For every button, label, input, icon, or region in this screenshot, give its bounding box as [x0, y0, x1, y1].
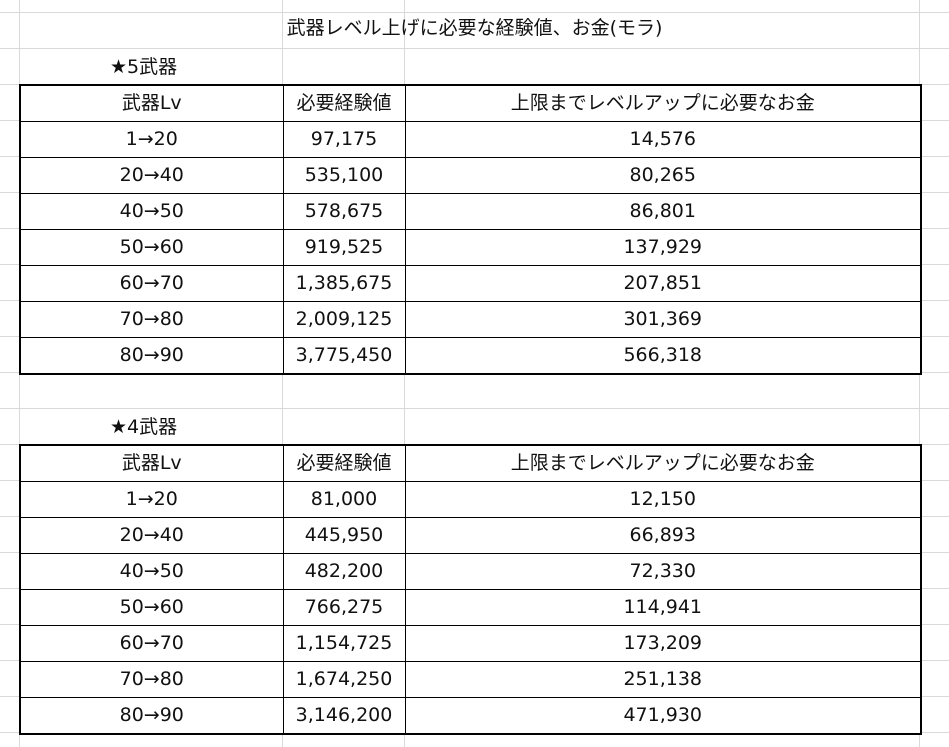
- row: 80→90 3,775,450 566,318: [19, 337, 922, 375]
- cell: 566,318: [404, 337, 922, 375]
- row: 20→40 535,100 80,265: [19, 157, 922, 194]
- cell: 60→70: [19, 625, 284, 662]
- section-label: ★4武器: [110, 416, 178, 438]
- row: 1→20 81,000 12,150: [19, 481, 922, 518]
- cell: 50→60: [19, 229, 284, 266]
- cell: 301,369: [404, 301, 922, 338]
- cell: 482,200: [282, 553, 406, 590]
- cell: 70→80: [19, 301, 284, 338]
- row: 60→70 1,154,725 173,209: [19, 625, 922, 662]
- header-cell: 必要経験値: [282, 84, 406, 122]
- cell: 40→50: [19, 193, 284, 230]
- row: 60→70 1,385,675 207,851: [19, 265, 922, 302]
- cell: 97,175: [282, 121, 406, 158]
- header-cell: 必要経験値: [282, 444, 406, 482]
- row: 80→90 3,146,200 471,930: [19, 697, 922, 735]
- cell: 1→20: [19, 481, 284, 518]
- row: 50→60 919,525 137,929: [19, 229, 922, 266]
- cell: 70→80: [19, 661, 284, 698]
- sheet-title: 武器レベル上げに必要な経験値、お金(モラ): [286, 17, 663, 39]
- header-row: 武器Lv 必要経験値 上限までレベルアップに必要なお金: [19, 444, 922, 482]
- row: 50→60 766,275 114,941: [19, 589, 922, 626]
- cell: 20→40: [19, 157, 284, 194]
- cell: 80→90: [19, 697, 284, 735]
- section-label: ★5武器: [110, 56, 178, 78]
- header-cell: 武器Lv: [19, 84, 284, 122]
- cell: 919,525: [282, 229, 406, 266]
- cell: 60→70: [19, 265, 284, 302]
- row: 70→80 1,674,250 251,138: [19, 661, 922, 698]
- cell: 1,674,250: [282, 661, 406, 698]
- cell: 80,265: [404, 157, 922, 194]
- header-cell: 上限までレベルアップに必要なお金: [404, 444, 922, 482]
- cell: 1→20: [19, 121, 284, 158]
- cell: 114,941: [404, 589, 922, 626]
- cell: 14,576: [404, 121, 922, 158]
- row: 40→50 578,675 86,801: [19, 193, 922, 230]
- cell: 471,930: [404, 697, 922, 735]
- cell: 445,950: [282, 517, 406, 554]
- cell: 766,275: [282, 589, 406, 626]
- cell: 251,138: [404, 661, 922, 698]
- row: 1→20 97,175 14,576: [19, 121, 922, 158]
- row: 40→50 482,200 72,330: [19, 553, 922, 590]
- cell: 86,801: [404, 193, 922, 230]
- cell: 578,675: [282, 193, 406, 230]
- cell: 1,154,725: [282, 625, 406, 662]
- cell: 3,146,200: [282, 697, 406, 735]
- cell: 535,100: [282, 157, 406, 194]
- cell: 81,000: [282, 481, 406, 518]
- data-table: 武器Lv 必要経験値 上限までレベルアップに必要なお金 1→20 97,175 14,57…: [19, 84, 922, 375]
- cell: 173,209: [404, 625, 922, 662]
- cell: 72,330: [404, 553, 922, 590]
- cell: 20→40: [19, 517, 284, 554]
- data-table: 武器Lv 必要経験値 上限までレベルアップに必要なお金 1→20 81,000 12,15…: [19, 444, 922, 735]
- header-row: 武器Lv 必要経験値 上限までレベルアップに必要なお金: [19, 84, 922, 122]
- cell: 2,009,125: [282, 301, 406, 338]
- cell: 12,150: [404, 481, 922, 518]
- cell: 40→50: [19, 553, 284, 590]
- row: 70→80 2,009,125 301,369: [19, 301, 922, 338]
- cell: 66,893: [404, 517, 922, 554]
- row: 20→40 445,950 66,893: [19, 517, 922, 554]
- cell: 137,929: [404, 229, 922, 266]
- cell: 80→90: [19, 337, 284, 375]
- header-cell: 武器Lv: [19, 444, 284, 482]
- cell: 50→60: [19, 589, 284, 626]
- cell: 3,775,450: [282, 337, 406, 375]
- header-cell: 上限までレベルアップに必要なお金: [404, 84, 922, 122]
- cell: 207,851: [404, 265, 922, 302]
- cell: 1,385,675: [282, 265, 406, 302]
